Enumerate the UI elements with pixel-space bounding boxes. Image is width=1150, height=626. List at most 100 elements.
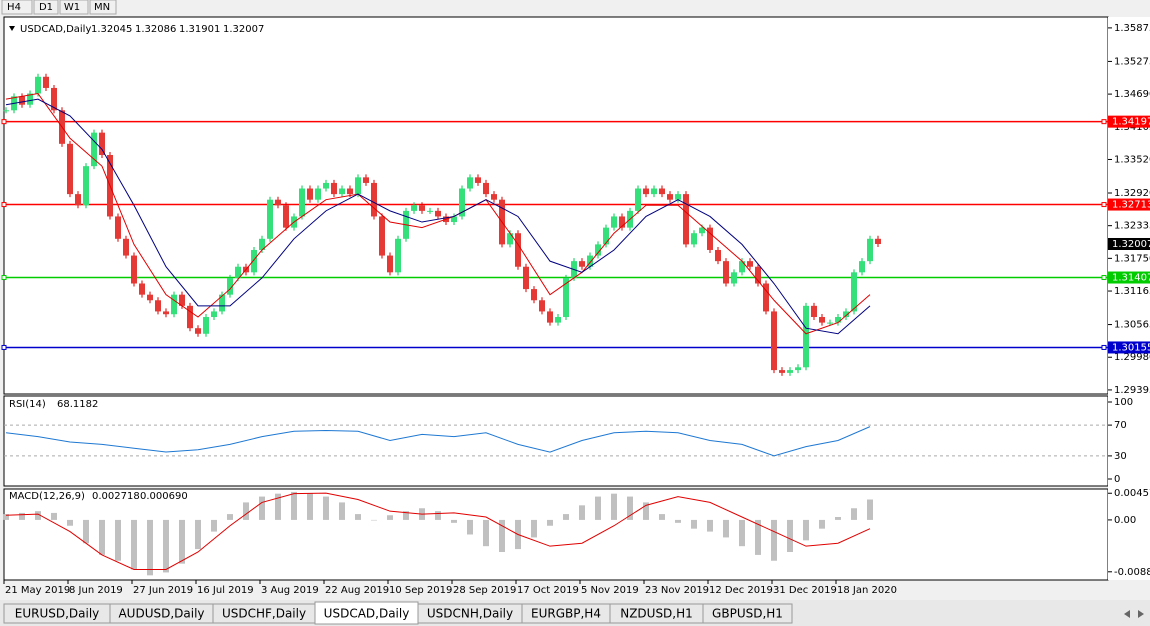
candle (467, 177, 473, 189)
timeframe-button[interactable] (33, 0, 59, 15)
candle (675, 194, 681, 200)
ohlc-value: 1.32086 (135, 24, 176, 35)
candle (3, 110, 9, 112)
candle (235, 266, 241, 278)
price-panel (3, 16, 1109, 395)
macd-bar (771, 519, 777, 561)
macd-bar (259, 496, 265, 520)
y-tick-label: 1.32920 (1114, 188, 1150, 199)
date-label: 21 May 2019 (5, 585, 70, 596)
candle (427, 210, 433, 212)
ohlc-value: 1.31901 (179, 24, 220, 35)
macd-bar (723, 519, 729, 538)
macd-bar (627, 496, 633, 520)
macd-bar (147, 519, 153, 576)
macd-bar (499, 519, 505, 552)
y-tick-label: 1.35275 (1114, 56, 1150, 67)
level-handle (1101, 202, 1107, 208)
candle (523, 266, 529, 290)
date-label: 12 Dec 2019 (709, 585, 773, 596)
timeframe-button[interactable] (1, 0, 33, 15)
scroll-right[interactable] (1138, 610, 1144, 618)
ma-slow (5, 98, 871, 335)
scroll-left[interactable] (1124, 610, 1130, 618)
candle (787, 370, 793, 373)
candle (715, 249, 721, 262)
rsi-title: RSI(14) (9, 399, 46, 410)
symbol-tab-label: USDCAD,Daily (324, 607, 410, 621)
candle (707, 227, 713, 250)
ma-fast (5, 92, 871, 335)
y-tick-label: 1.30565 (1114, 320, 1150, 331)
current-price: 1.32007 (1112, 239, 1150, 250)
macd-title: MACD(12,26,9) (9, 491, 85, 502)
symbol-tab-label: AUDUSD,Daily (118, 607, 204, 621)
macd-bar (739, 519, 745, 547)
level-handle (1101, 275, 1107, 281)
date-label: 16 Jul 2019 (197, 585, 254, 596)
macd-bar (35, 511, 41, 520)
date-label: 8 Jun 2019 (69, 585, 123, 596)
price-axis (1108, 17, 1150, 580)
candle (851, 272, 857, 312)
candle (347, 188, 353, 195)
macd-bar (355, 514, 361, 520)
candle (659, 188, 665, 195)
macd-bar (83, 519, 89, 544)
candle (795, 367, 801, 371)
timeframe-label: D1 (39, 2, 53, 13)
candle (451, 216, 457, 223)
candle (187, 305, 193, 329)
candle (563, 277, 569, 318)
candle (731, 272, 737, 284)
level-handle (1101, 119, 1107, 125)
candle (355, 177, 361, 195)
macd-bar (3, 514, 9, 520)
macd-bar (547, 519, 553, 526)
timeframe-label: MN (94, 2, 110, 13)
level-box (1108, 341, 1150, 354)
candle (419, 205, 425, 211)
level-box (1108, 115, 1150, 128)
candle (867, 238, 873, 262)
macd-bar (595, 496, 601, 520)
symbol-tab-label: GBPUSD,H1 (712, 607, 783, 621)
timeframe-button[interactable] (59, 0, 89, 15)
level-label: 1.31407 (1112, 273, 1150, 284)
candle (163, 311, 169, 315)
rsi-tick-label: 30 (1114, 451, 1127, 462)
candle (667, 194, 673, 200)
candle (283, 205, 289, 228)
candle (411, 205, 417, 211)
macd-tick-label: -0.008893 (1114, 567, 1150, 578)
ohlc-value: 1.32007 (223, 24, 264, 35)
candle (155, 300, 161, 312)
candle (507, 233, 513, 245)
candle (595, 244, 601, 256)
macd-bar (99, 519, 105, 555)
macd-bar (435, 511, 441, 520)
candle (195, 328, 201, 334)
y-tick-label: 1.31165 (1114, 286, 1150, 297)
macd-bar (851, 508, 857, 520)
candle (315, 188, 321, 200)
macd-bar (51, 512, 57, 520)
symbol-tab-label: EURGBP,H4 (531, 607, 601, 621)
macd-bar (307, 493, 313, 520)
candle (203, 317, 209, 334)
macd-bar (467, 519, 473, 535)
macd-bar (787, 519, 793, 552)
y-tick-label: 1.29395 (1114, 385, 1150, 396)
level-handle (1, 202, 7, 208)
candle (51, 87, 57, 111)
timeframe-button[interactable] (89, 0, 117, 15)
symbol-tab-label: USDCNH,Daily (427, 607, 513, 621)
macd-bar (227, 514, 233, 520)
candle (35, 76, 41, 94)
macd-bar (483, 519, 489, 547)
symbol-tab[interactable] (702, 603, 793, 624)
rsi-panel (3, 395, 1109, 487)
macd-bar (387, 515, 393, 520)
candle (171, 294, 177, 315)
